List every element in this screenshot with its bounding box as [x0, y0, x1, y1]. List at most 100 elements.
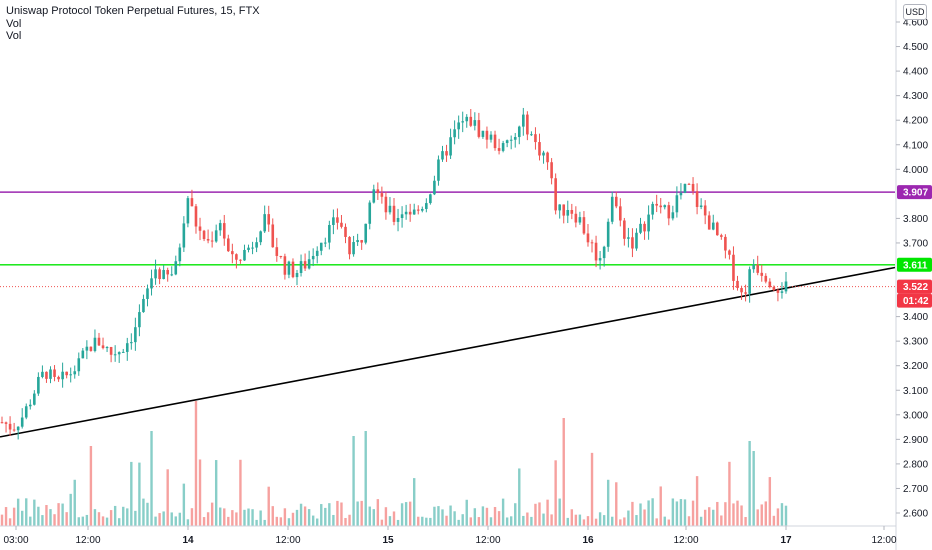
- candle-body: [315, 250, 319, 256]
- volume-bar: [307, 509, 311, 526]
- candle-body: [154, 269, 157, 279]
- candle: [707, 211, 711, 230]
- candle-body: [41, 371, 44, 377]
- volume-bar: [29, 516, 32, 526]
- volume-bar: [198, 459, 202, 526]
- candle: [562, 204, 566, 224]
- volume-bar: [627, 510, 630, 526]
- volume-bar: [130, 461, 133, 526]
- candle-body: [162, 269, 165, 280]
- volume-bar: [687, 516, 691, 526]
- candle-body: [772, 286, 776, 291]
- candle: [590, 239, 594, 253]
- currency-button[interactable]: USD: [903, 4, 927, 20]
- candle: [101, 337, 105, 350]
- candle: [408, 203, 412, 222]
- candle: [356, 233, 359, 246]
- candle-body: [93, 337, 97, 351]
- volume-bar: [376, 499, 380, 526]
- volume-bar: [489, 517, 493, 526]
- volume-bar: [356, 501, 359, 526]
- volume-bar: [186, 519, 190, 526]
- horizontal-levels[interactable]: [0, 191, 895, 288]
- volume-bar: [695, 476, 699, 526]
- candle: [130, 333, 133, 350]
- candle-body: [303, 261, 307, 269]
- candle-body: [744, 292, 747, 294]
- volume-bar: [437, 506, 440, 526]
- candle-body: [752, 264, 755, 270]
- candle: [400, 206, 404, 228]
- volume-bar: [210, 502, 214, 526]
- volume-bar: [231, 510, 234, 526]
- price-axis[interactable]: 4.600 4.500 4.400 4.300 4.200 4.100 4.000 3.800…: [896, 18, 928, 520]
- volume-bar: [425, 517, 428, 526]
- volume-bar: [606, 479, 610, 526]
- countdown-badge-bg: [897, 293, 932, 308]
- volume-bar: [691, 500, 695, 526]
- candle-body: [263, 214, 266, 232]
- volume-bar: [16, 498, 20, 526]
- candle: [93, 329, 97, 353]
- volume-bar: [441, 509, 444, 526]
- candle: [142, 294, 145, 313]
- candle: [453, 120, 456, 145]
- candle-body: [101, 345, 105, 349]
- candle: [659, 198, 663, 214]
- candle: [146, 284, 149, 307]
- volume-bar: [392, 511, 396, 526]
- price-badges: 3.907 3.611 3.522 01:42: [897, 185, 932, 308]
- candle: [8, 416, 12, 436]
- price-tick-label: 4.100: [903, 140, 928, 151]
- indicator-label-volume-2[interactable]: Vol: [6, 30, 22, 42]
- volume-bar: [0, 514, 4, 526]
- candle-body: [328, 224, 331, 243]
- volume-bar: [122, 506, 125, 526]
- time-axis[interactable]: 03:00 12:00 14 12:00 15 12:00 16 12:00 17 12:00: [3, 526, 897, 546]
- resistance-badge-label: 3.907: [903, 188, 928, 199]
- candle-body: [602, 246, 606, 259]
- candle-body: [550, 162, 553, 179]
- candle: [614, 191, 618, 209]
- candle: [190, 189, 194, 207]
- candle-body: [679, 192, 683, 196]
- volume-bar: [623, 517, 626, 526]
- candle-body: [703, 205, 707, 216]
- candle-body: [501, 143, 505, 151]
- volume-bar: [752, 451, 755, 526]
- candle-body: [433, 180, 436, 195]
- volume-bar: [174, 516, 177, 526]
- candle: [77, 352, 81, 376]
- candle: [311, 248, 315, 267]
- candle: [235, 253, 238, 269]
- candle: [477, 112, 481, 139]
- trendline[interactable]: [0, 266, 896, 438]
- volume-bar: [768, 477, 772, 526]
- indicator-label-volume[interactable]: Vol: [6, 18, 22, 30]
- volume-bar: [65, 512, 68, 526]
- time-tick-label: 12:00: [75, 535, 100, 546]
- candle: [81, 347, 85, 359]
- candle-body: [574, 213, 578, 223]
- candle: [728, 249, 731, 260]
- volume-bar: [275, 516, 279, 526]
- candle-body: [222, 223, 226, 239]
- volume-bar: [570, 509, 574, 526]
- ascending-trendline[interactable]: [0, 266, 896, 438]
- volume-bar: [37, 506, 40, 526]
- candle-body: [671, 212, 675, 219]
- candle: [20, 408, 24, 429]
- volume-bar: [21, 510, 24, 526]
- candle-body: [356, 240, 359, 243]
- candle-body: [336, 217, 339, 223]
- candle-body: [186, 198, 190, 224]
- candle-body: [635, 232, 638, 249]
- candle: [744, 284, 747, 302]
- candle-body: [437, 159, 440, 181]
- candle: [194, 203, 198, 234]
- price-tick-label: 2.800: [903, 459, 928, 470]
- volume-bar: [101, 516, 105, 526]
- candle: [231, 243, 234, 264]
- candle: [198, 217, 202, 241]
